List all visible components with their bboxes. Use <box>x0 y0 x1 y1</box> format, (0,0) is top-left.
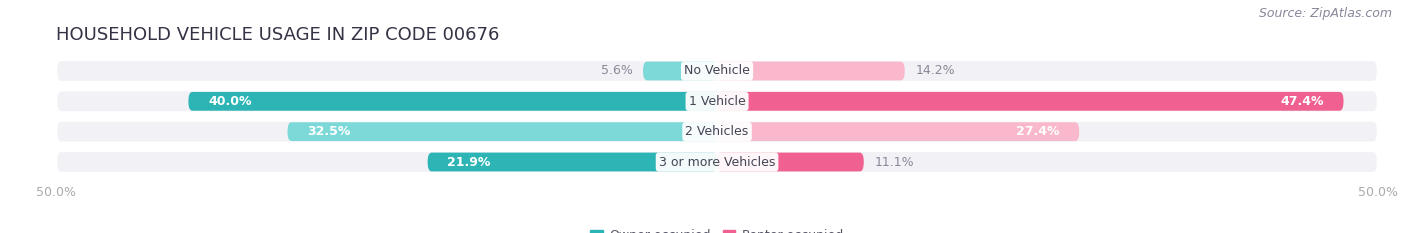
Legend: Owner-occupied, Renter-occupied: Owner-occupied, Renter-occupied <box>585 224 849 233</box>
FancyBboxPatch shape <box>717 122 1080 141</box>
Text: 32.5%: 32.5% <box>308 125 350 138</box>
Text: 14.2%: 14.2% <box>915 65 955 78</box>
Text: 11.1%: 11.1% <box>875 155 914 168</box>
Text: No Vehicle: No Vehicle <box>685 65 749 78</box>
FancyBboxPatch shape <box>717 62 904 80</box>
Text: 47.4%: 47.4% <box>1281 95 1323 108</box>
FancyBboxPatch shape <box>56 90 1378 112</box>
FancyBboxPatch shape <box>717 153 863 171</box>
Text: 21.9%: 21.9% <box>447 155 491 168</box>
Text: 27.4%: 27.4% <box>1017 125 1059 138</box>
Text: 2 Vehicles: 2 Vehicles <box>686 125 748 138</box>
FancyBboxPatch shape <box>56 151 1378 173</box>
FancyBboxPatch shape <box>56 121 1378 143</box>
Text: Source: ZipAtlas.com: Source: ZipAtlas.com <box>1258 7 1392 20</box>
Text: 40.0%: 40.0% <box>208 95 252 108</box>
Text: 3 or more Vehicles: 3 or more Vehicles <box>659 155 775 168</box>
Text: HOUSEHOLD VEHICLE USAGE IN ZIP CODE 00676: HOUSEHOLD VEHICLE USAGE IN ZIP CODE 0067… <box>56 26 499 44</box>
FancyBboxPatch shape <box>287 122 717 141</box>
FancyBboxPatch shape <box>56 60 1378 82</box>
FancyBboxPatch shape <box>427 153 717 171</box>
FancyBboxPatch shape <box>643 62 717 80</box>
FancyBboxPatch shape <box>717 92 1344 111</box>
FancyBboxPatch shape <box>188 92 717 111</box>
Text: 1 Vehicle: 1 Vehicle <box>689 95 745 108</box>
Text: 5.6%: 5.6% <box>600 65 633 78</box>
